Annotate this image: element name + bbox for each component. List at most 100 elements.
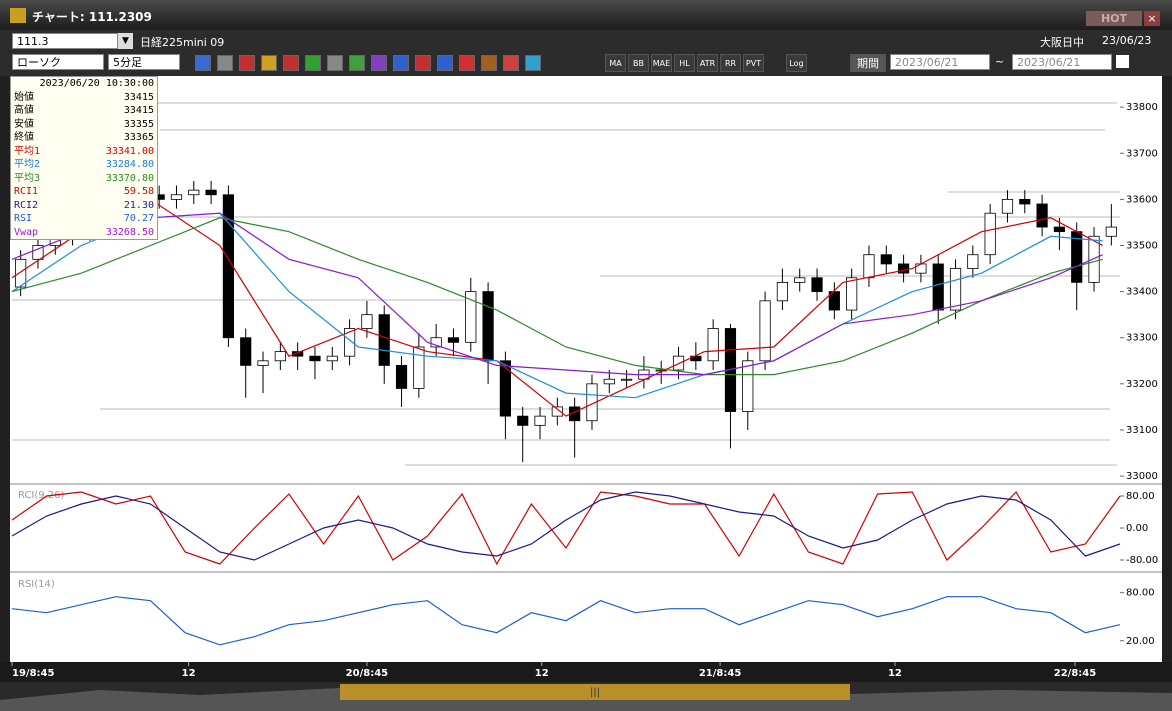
toolbar-icon[interactable] (415, 55, 431, 71)
period-button[interactable]: 期間 (850, 54, 886, 72)
close-button[interactable]: × (1144, 11, 1160, 26)
candle-body (1053, 226, 1066, 233)
info-label: 平均2 (14, 159, 41, 170)
exchange: 大阪日中 (1040, 36, 1084, 49)
info-label: 高値 (14, 105, 34, 116)
toolbar-button[interactable]: BB (628, 54, 649, 72)
plot-background (10, 76, 1162, 662)
candle-body (188, 189, 200, 196)
info-label: RCI1 (14, 186, 39, 197)
hot-button[interactable]: HOT (1086, 11, 1142, 26)
x-tick-label: 19/8:45 (12, 668, 54, 679)
info-value: 21.30 (123, 199, 154, 211)
info-row: 平均1 33341.00 (14, 145, 154, 159)
toolbar-button[interactable]: PVT (743, 54, 764, 72)
date: 23/06/23 (1102, 34, 1152, 47)
navigator-window[interactable] (340, 684, 850, 700)
toolbar: 111.3 ▼ 日経225mini 09 大阪日中 23/06/23 ローソク … (0, 30, 1172, 76)
toolbar-icon[interactable] (195, 55, 211, 71)
code-input[interactable]: 111.3 (12, 33, 118, 49)
info-value: 33415 (123, 105, 154, 116)
candle-body (1036, 203, 1048, 228)
info-row: Vwap 33268.50 (14, 226, 154, 240)
toolbar-icon[interactable] (393, 55, 409, 71)
chart-kind-select[interactable]: ローソク (12, 54, 104, 70)
info-value: 33268.50 (105, 226, 154, 238)
candle-body (846, 277, 858, 311)
candle-body (292, 351, 304, 357)
x-tick-label: 12 (888, 668, 902, 679)
candle-body (898, 263, 910, 274)
candle-body (932, 263, 944, 311)
info-row: 終値 33365 (14, 131, 154, 145)
y-tick-label: 33100 (1126, 425, 1158, 436)
info-row: 高値 33415 (14, 104, 154, 118)
y-tick-label: 0.00 (1126, 523, 1148, 534)
candle-body (828, 291, 840, 311)
toolbar-icon[interactable] (437, 55, 453, 71)
y-tick-label: 33400 (1126, 287, 1158, 298)
y-tick-label: 33500 (1126, 240, 1158, 251)
candle-body (794, 277, 806, 283)
candle-body (170, 194, 183, 200)
candle-body (240, 337, 252, 366)
candle-body (967, 254, 979, 269)
candle-body (482, 291, 494, 362)
info-datetime: 2023/06/20 10:30:00 (39, 78, 154, 89)
info-label: 平均1 (14, 145, 41, 157)
checkbox[interactable] (1116, 55, 1129, 68)
info-value: 59.58 (123, 186, 154, 197)
to-date[interactable]: 2023/06/21 (1012, 54, 1112, 70)
navigator-grip[interactable]: ||| (590, 687, 600, 698)
toolbar-button[interactable]: RR (720, 54, 741, 72)
toolbar-icon[interactable] (261, 55, 277, 71)
series-line (11, 491, 1121, 566)
toolbar-button[interactable]: ATR (697, 54, 718, 72)
icon-row: MA BB MAE HL ATR RR PVT Log (195, 54, 807, 73)
series-line (11, 596, 1121, 646)
toolbar-icon[interactable] (217, 55, 233, 71)
toolbar-icon[interactable] (239, 55, 255, 71)
toolbar-icon[interactable] (305, 55, 321, 71)
interval-select[interactable]: 5分足 (108, 54, 180, 70)
candle-body (1105, 226, 1117, 237)
instrument-name: 日経225mini 09 (140, 36, 225, 49)
info-label: RSI (14, 213, 33, 224)
toolbar-button[interactable]: HL (674, 54, 695, 72)
candle-body (949, 268, 962, 311)
window-title: チャート: 111.2309 (32, 10, 152, 24)
app-icon (10, 8, 26, 23)
candle-body (343, 328, 356, 357)
toolbar-icon[interactable] (503, 55, 519, 71)
toolbar-icon[interactable] (327, 55, 343, 71)
toolbar-icon[interactable] (525, 55, 541, 71)
toolbar-icon[interactable] (459, 55, 475, 71)
candle-body (413, 346, 425, 389)
info-row: RSI 70.27 (14, 212, 154, 226)
toolbar-button[interactable]: MA (605, 54, 626, 72)
candle-body (15, 258, 27, 288)
candle-body (32, 245, 44, 260)
candle-body (742, 360, 754, 412)
info-value: 33415 (123, 91, 154, 103)
info-row: 始値 33415 (14, 91, 154, 105)
candle-body (222, 194, 234, 339)
candle-body (499, 360, 511, 417)
toolbar-icon[interactable] (283, 55, 299, 71)
code-dropdown[interactable]: ▼ (118, 33, 133, 49)
y-tick-label: 33800 (1126, 102, 1158, 113)
toolbar-button[interactable]: Log (786, 54, 807, 72)
info-row: RCI1 59.58 (14, 185, 154, 199)
toolbar-button[interactable]: MAE (651, 54, 672, 72)
candle-body (603, 378, 615, 385)
toolbar-icon[interactable] (349, 55, 365, 71)
x-tick-label: 12 (535, 668, 549, 679)
toolbar-icon[interactable] (371, 55, 387, 71)
from-date[interactable]: 2023/06/21 (890, 54, 990, 70)
tilde: ~ (995, 55, 1005, 68)
x-tick-label: 21/8:45 (699, 668, 741, 679)
candle-body (395, 364, 408, 389)
candle-body (707, 328, 719, 362)
toolbar-icon[interactable] (481, 55, 497, 71)
